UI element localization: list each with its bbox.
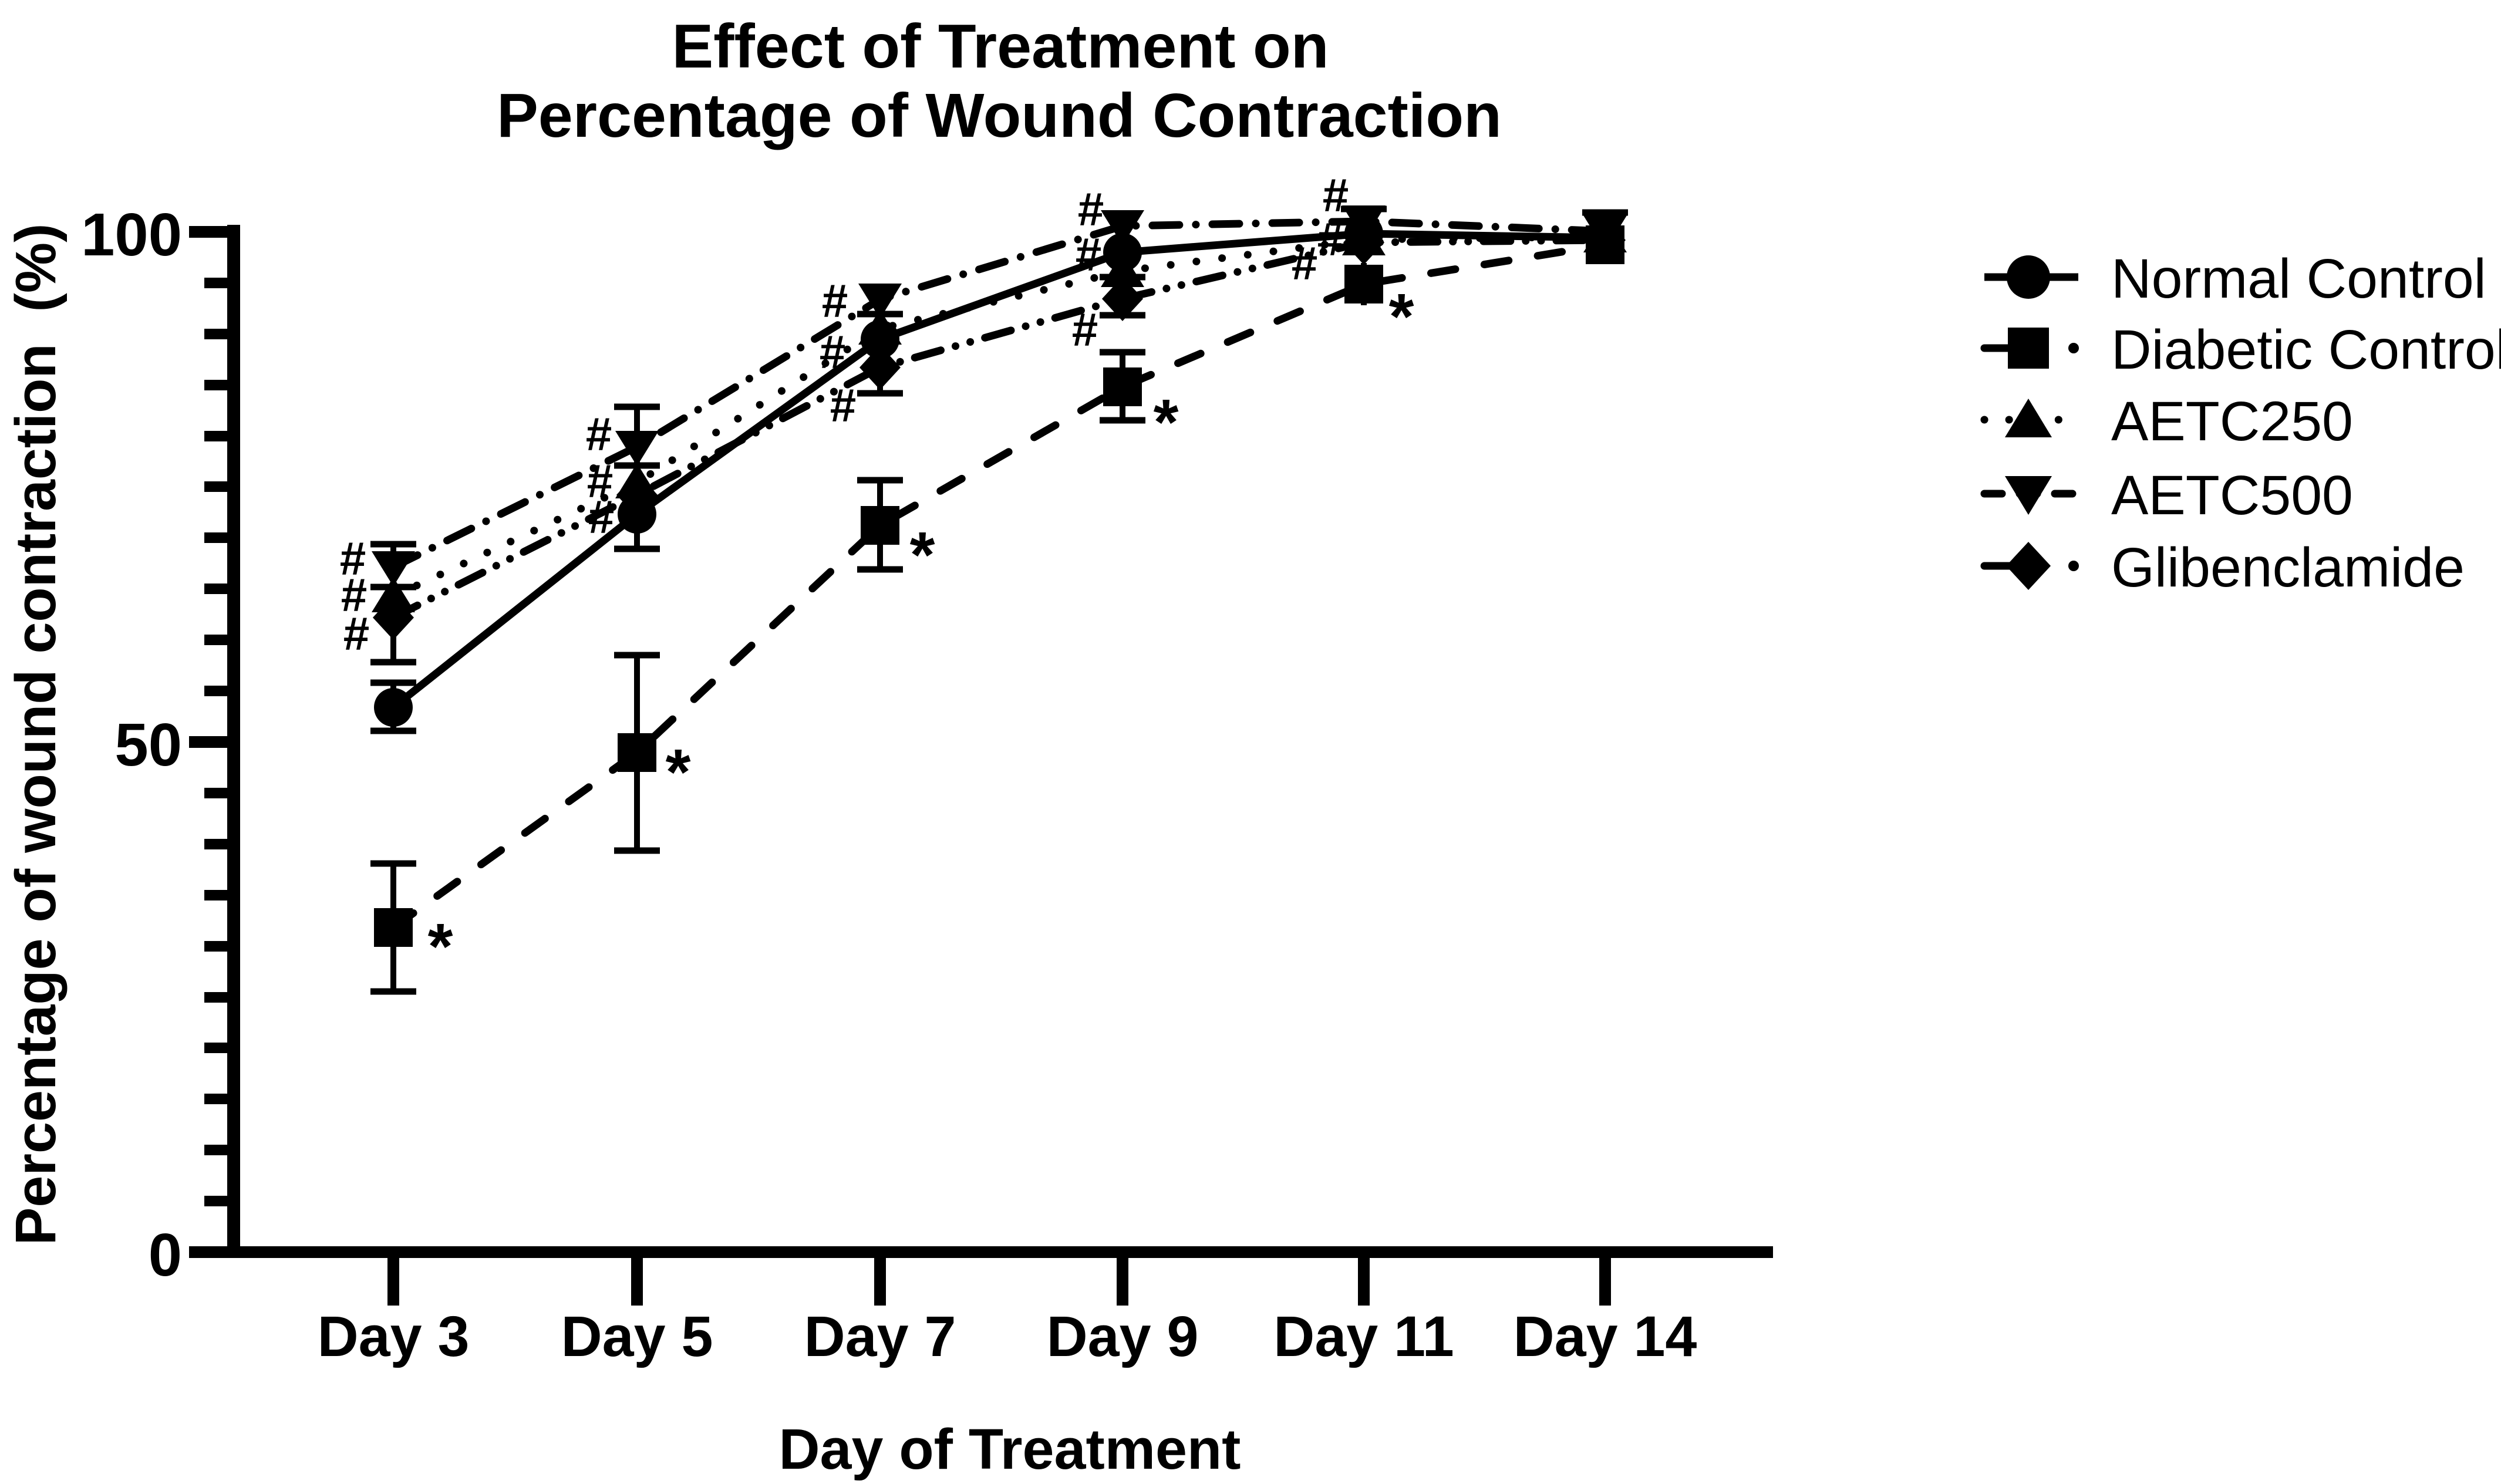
svg-text:#: # bbox=[343, 608, 370, 660]
svg-text:Day 14: Day 14 bbox=[1514, 1304, 1697, 1368]
svg-text:*: * bbox=[1154, 386, 1179, 458]
svg-text:#: # bbox=[1076, 228, 1102, 281]
svg-text:#: # bbox=[1323, 169, 1349, 221]
svg-text:#: # bbox=[1292, 237, 1318, 289]
svg-text:#: # bbox=[820, 326, 846, 378]
svg-text:Normal Control: Normal Control bbox=[2111, 248, 2486, 310]
svg-text:Day 5: Day 5 bbox=[561, 1304, 713, 1368]
svg-text:Glibenclamide: Glibenclamide bbox=[2111, 537, 2465, 599]
svg-text:#: # bbox=[588, 491, 615, 543]
svg-text:*: * bbox=[428, 910, 453, 983]
svg-text:#: # bbox=[586, 408, 612, 460]
svg-text:0: 0 bbox=[149, 1221, 182, 1289]
svg-text:Day 7: Day 7 bbox=[804, 1304, 956, 1368]
svg-text:#: # bbox=[1078, 183, 1104, 235]
svg-text:Day 3: Day 3 bbox=[318, 1304, 470, 1368]
svg-text:Percentage of Wound Contractio: Percentage of Wound Contraction bbox=[497, 81, 1502, 150]
svg-text:Day 9: Day 9 bbox=[1047, 1304, 1199, 1368]
svg-text:Diabetic Control: Diabetic Control bbox=[2111, 319, 2501, 381]
svg-text:#: # bbox=[341, 569, 368, 621]
svg-text:*: * bbox=[666, 736, 691, 808]
svg-text:#: # bbox=[340, 532, 366, 585]
svg-text:Effect of Treatment on: Effect of Treatment on bbox=[672, 12, 1329, 81]
svg-text:100: 100 bbox=[81, 201, 182, 268]
svg-text:Percentage of wound contractio: Percentage of wound contraction (%) bbox=[4, 224, 68, 1246]
svg-text:AETC500: AETC500 bbox=[2111, 464, 2353, 527]
svg-text:Day of Treatment: Day of Treatment bbox=[779, 1417, 1241, 1481]
svg-text:#: # bbox=[830, 379, 857, 431]
svg-text:50: 50 bbox=[114, 711, 182, 778]
svg-text:#: # bbox=[587, 455, 614, 507]
svg-text:Day 11: Day 11 bbox=[1273, 1304, 1454, 1368]
svg-text:*: * bbox=[910, 519, 935, 591]
svg-text:*: * bbox=[1389, 281, 1414, 353]
svg-text:AETC250: AETC250 bbox=[2111, 390, 2353, 453]
svg-text:#: # bbox=[822, 275, 848, 327]
svg-text:#: # bbox=[1072, 303, 1098, 356]
svg-text:#: # bbox=[1317, 213, 1344, 265]
